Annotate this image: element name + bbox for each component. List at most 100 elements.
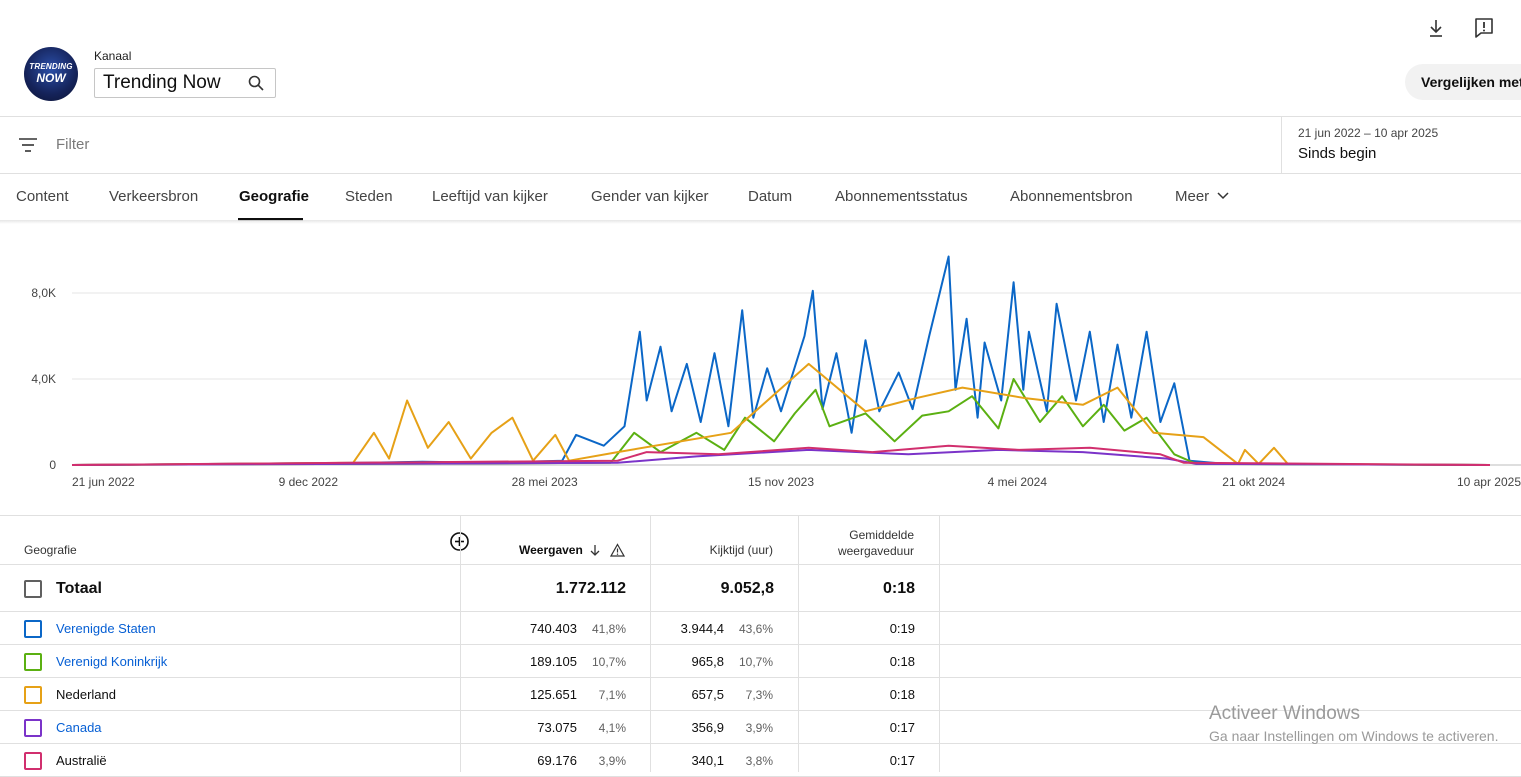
row-checkbox[interactable]: [24, 686, 42, 704]
total-views: 1.772.112: [555, 580, 626, 597]
row-checkbox[interactable]: [24, 653, 42, 671]
x-tick-label: 21 okt 2024: [1222, 475, 1285, 489]
total-watchtime: 9.052,8: [720, 580, 774, 597]
download-icon[interactable]: [1424, 16, 1448, 40]
chart-grid: [72, 292, 1521, 466]
row-views-percent: 4,1%: [598, 721, 626, 735]
x-tick-label: 15 nov 2023: [748, 475, 814, 489]
tab-datum[interactable]: Datum: [748, 188, 793, 205]
table-row-country[interactable]: Verenigd Koninkrijk: [56, 654, 168, 669]
column-header-kijktijd[interactable]: Kijktijd (uur): [709, 543, 773, 557]
series-line-0: [71, 255, 1491, 466]
search-icon[interactable]: [247, 74, 265, 92]
total-avg-duration: 0:18: [882, 580, 915, 597]
filter-icon[interactable]: [18, 136, 38, 154]
row-watchtime-percent: 7,3%: [745, 688, 773, 702]
row-watchtime-percent: 3,9%: [745, 721, 773, 735]
windows-activation-text: Ga naar Instellingen om Windows te activ…: [1209, 728, 1499, 744]
column-header-weergaven[interactable]: Weergaven: [519, 543, 583, 557]
total-label: Totaal: [56, 580, 102, 597]
divider: [0, 116, 1521, 117]
warning-icon[interactable]: [610, 543, 625, 557]
row-views-percent: 3,9%: [598, 754, 626, 768]
header-line-2: weergaveduur: [837, 544, 914, 558]
table-row-country: Australië: [56, 753, 107, 768]
channel-name: Trending Now: [103, 72, 221, 93]
row-watchtime: 356,9: [691, 720, 724, 735]
row-checkbox[interactable]: [24, 719, 42, 737]
x-tick-label: 28 mei 2023: [512, 475, 578, 489]
divider: [0, 173, 1521, 174]
divider: [0, 677, 1521, 678]
tab-gender[interactable]: Gender van kijker: [591, 188, 709, 205]
tab-leeftijd[interactable]: Leeftijd van kijker: [432, 188, 548, 205]
table-row-country[interactable]: Canada: [56, 720, 102, 735]
tab-meer-label: Meer: [1175, 188, 1210, 205]
chart-labels: 0 4,0K 8,0K 21 jun 2022 9 dec 2022 28 mei 202…: [31, 286, 1521, 489]
chevron-down-icon: [1217, 192, 1229, 200]
tab-content[interactable]: Content: [16, 188, 69, 205]
row-watchtime-percent: 3,8%: [745, 754, 773, 768]
row-checkbox[interactable]: [24, 752, 42, 770]
row-watchtime: 3.944,4: [680, 621, 724, 636]
x-tick-label: 9 dec 2022: [279, 475, 339, 489]
row-views: 73.075: [537, 720, 577, 735]
add-column-icon[interactable]: [449, 531, 470, 552]
row-watchtime: 965,8: [691, 654, 724, 669]
tab-abonnementsstatus[interactable]: Abonnementsstatus: [835, 188, 968, 205]
tab-meer[interactable]: Meer: [1175, 188, 1229, 205]
tab-steden[interactable]: Steden: [345, 188, 393, 205]
windows-activation-title: Activeer Windows: [1209, 703, 1360, 724]
row-avg-duration: 0:17: [889, 720, 915, 735]
row-avg-duration: 0:18: [889, 654, 915, 669]
row-watchtime: 657,5: [691, 687, 724, 702]
date-range-selector[interactable]: 21 jun 2022 – 10 apr 2025 Sinds begin: [1281, 117, 1521, 173]
y-tick-label: 0: [49, 458, 56, 472]
row-views-percent: 7,1%: [598, 688, 626, 702]
x-tick-label: 10 apr 2025: [1457, 475, 1521, 489]
avatar-text-bottom: NOW: [36, 71, 66, 85]
chart-series: [71, 255, 1491, 466]
divider: [0, 515, 1521, 516]
series-line-2: [71, 362, 1491, 466]
filter-input[interactable]: Filter: [56, 136, 90, 153]
compare-button[interactable]: Vergelijken met...: [1405, 64, 1521, 100]
column-divider: [460, 515, 461, 772]
divider: [0, 611, 1521, 612]
channel-selector[interactable]: Trending Now: [94, 68, 276, 98]
channel-label: Kanaal: [94, 49, 132, 63]
tab-abonnementsbron[interactable]: Abonnementsbron: [1010, 188, 1133, 205]
y-tick-label: 4,0K: [31, 372, 56, 386]
sort-arrow-down-icon[interactable]: [588, 543, 602, 557]
column-header-geografie[interactable]: Geografie: [24, 543, 77, 557]
total-checkbox[interactable]: [24, 580, 42, 598]
column-divider: [650, 515, 651, 772]
divider: [0, 743, 1521, 744]
row-views-percent: 10,7%: [591, 655, 626, 669]
row-views: 69.176: [537, 753, 577, 768]
tabs-shadow: [0, 220, 1521, 224]
row-avg-duration: 0:19: [889, 621, 915, 636]
column-header-gem-weergaveduur[interactable]: Gemiddelde weergaveduur: [808, 527, 914, 559]
table-row-country: Nederland: [56, 687, 116, 702]
tab-verkeersbron[interactable]: Verkeersbron: [109, 188, 199, 205]
y-tick-label: 8,0K: [31, 286, 56, 300]
divider: [0, 710, 1521, 711]
row-views: 189.105: [530, 654, 577, 669]
row-watchtime: 340,1: [691, 753, 724, 768]
table-row-country[interactable]: Verenigde Staten: [56, 621, 156, 636]
feedback-icon[interactable]: [1472, 16, 1496, 40]
row-views-percent: 41,8%: [591, 622, 626, 636]
row-views: 125.651: [530, 687, 577, 702]
row-watchtime-percent: 43,6%: [738, 622, 773, 636]
column-divider: [939, 515, 940, 772]
date-period-text: Sinds begin: [1298, 145, 1377, 162]
tab-geografie[interactable]: Geografie: [239, 188, 310, 205]
divider: [0, 644, 1521, 645]
x-tick-label: 21 jun 2022: [72, 475, 135, 489]
divider: [0, 564, 1521, 565]
series-line-1: [71, 378, 1491, 466]
active-tab-indicator: [238, 218, 303, 221]
avatar-text-top: TRENDING: [29, 62, 73, 71]
row-checkbox[interactable]: [24, 620, 42, 638]
